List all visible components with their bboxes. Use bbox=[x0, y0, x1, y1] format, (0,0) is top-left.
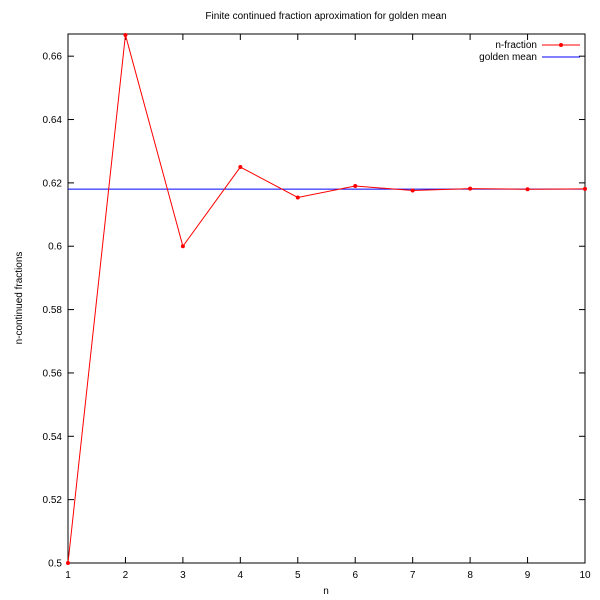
data-point-n-fraction bbox=[66, 561, 70, 565]
x-tick-label: 3 bbox=[180, 570, 186, 581]
y-tick-label: 0.52 bbox=[43, 495, 63, 506]
data-point-n-fraction bbox=[583, 186, 587, 191]
data-point-n-fraction bbox=[468, 186, 473, 191]
x-tick-label: 2 bbox=[123, 570, 129, 581]
y-tick-label: 0.66 bbox=[43, 52, 63, 63]
legend: n-fraction golden mean bbox=[479, 40, 580, 63]
data-point-n-fraction bbox=[353, 184, 358, 189]
legend-label-n-fraction: n-fraction bbox=[495, 40, 537, 51]
y-axis-label: n-continued fractions bbox=[14, 252, 25, 345]
x-tick-label: 7 bbox=[410, 570, 416, 581]
y-ticks: 0.5 0.52 0.54 0.56 0.58 0.6 0.62 0.64 0.66 bbox=[43, 52, 585, 570]
data-point-n-fraction bbox=[180, 244, 185, 249]
x-tick-label: 1 bbox=[65, 570, 71, 581]
data-point-n-fraction bbox=[410, 188, 415, 193]
x-ticks: 1 2 3 4 5 6 7 8 9 10 bbox=[65, 34, 591, 581]
legend-label-golden-mean: golden mean bbox=[479, 52, 537, 63]
data-point-n-fraction bbox=[123, 32, 128, 37]
legend-marker-n-fraction bbox=[559, 43, 563, 47]
data-point-n-fraction bbox=[525, 187, 530, 192]
series-line-n-fraction bbox=[67, 34, 586, 564]
chart-title: Finite continued fraction aproximation f… bbox=[205, 11, 446, 22]
y-tick-label: 0.6 bbox=[48, 242, 62, 253]
y-tick-label: 0.62 bbox=[43, 178, 63, 189]
x-tick-label: 6 bbox=[352, 570, 358, 581]
plot-frame bbox=[67, 33, 586, 564]
series-layer bbox=[66, 32, 587, 565]
y-tick-label: 0.56 bbox=[43, 368, 63, 379]
data-point-n-fraction bbox=[238, 165, 243, 170]
data-point-n-fraction bbox=[295, 195, 300, 200]
y-tick-label: 0.64 bbox=[43, 115, 63, 126]
x-tick-label: 9 bbox=[525, 570, 531, 581]
x-tick-label: 8 bbox=[467, 570, 473, 581]
x-tick-label: 4 bbox=[238, 570, 244, 581]
y-tick-label: 0.54 bbox=[43, 432, 63, 443]
x-axis-label: n bbox=[323, 586, 329, 597]
x-tick-label: 5 bbox=[295, 570, 301, 581]
x-tick-label: 10 bbox=[579, 570, 591, 581]
y-tick-label: 0.5 bbox=[48, 559, 62, 570]
y-tick-label: 0.58 bbox=[43, 305, 63, 316]
